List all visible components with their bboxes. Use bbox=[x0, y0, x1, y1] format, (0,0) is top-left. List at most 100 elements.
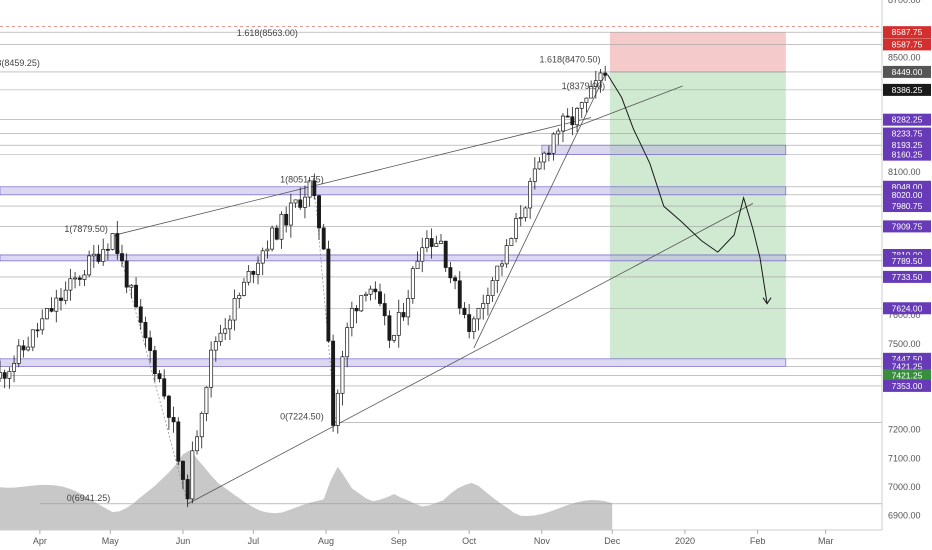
price-badge bbox=[883, 65, 931, 78]
price-badge-label: 7421.25 bbox=[892, 370, 923, 380]
candle-body bbox=[307, 180, 312, 198]
candle-body bbox=[467, 314, 472, 332]
candle-body bbox=[73, 277, 78, 280]
zone-layer bbox=[609, 32, 786, 359]
fib-label: 0(7224.50) bbox=[280, 412, 324, 422]
candle-body bbox=[345, 327, 350, 358]
candle-body bbox=[105, 248, 110, 251]
price-badge bbox=[883, 270, 931, 283]
candle-body bbox=[593, 80, 598, 87]
fib-label: 0(6941.25) bbox=[67, 493, 111, 503]
price-badge-label: 8282.25 bbox=[892, 115, 923, 125]
candle-body bbox=[209, 349, 214, 388]
price-badge-label: 7624.00 bbox=[892, 303, 923, 313]
candle-body bbox=[532, 168, 537, 182]
candle-body bbox=[504, 245, 509, 265]
candle-body bbox=[82, 274, 87, 280]
candle-body bbox=[40, 318, 45, 331]
price-badge bbox=[883, 127, 931, 140]
candle-body bbox=[49, 308, 54, 312]
price-badge bbox=[883, 188, 931, 201]
candle-body bbox=[603, 72, 608, 76]
candle-body bbox=[514, 218, 519, 239]
price-badge-label: 8386.25 bbox=[892, 85, 923, 95]
candle-body bbox=[2, 372, 7, 379]
candle-body bbox=[213, 341, 218, 351]
candle-body bbox=[401, 312, 406, 318]
candle-body bbox=[256, 262, 260, 275]
price-badge-label: 8449.00 bbox=[892, 67, 923, 77]
candle-body bbox=[87, 255, 92, 276]
fib-label: 1.618(8459.25) bbox=[0, 58, 40, 68]
candle-body bbox=[439, 240, 443, 244]
candle-body bbox=[204, 386, 209, 414]
candle-body bbox=[288, 202, 293, 226]
candle-body bbox=[584, 97, 589, 103]
trendlines bbox=[114, 74, 754, 505]
price-badge bbox=[883, 113, 931, 126]
candle-body bbox=[373, 288, 378, 293]
candle-body bbox=[227, 319, 232, 330]
candle-body bbox=[429, 238, 434, 247]
x-tick-label: 2020 bbox=[675, 536, 695, 546]
candle-body bbox=[260, 250, 265, 264]
candle-body bbox=[176, 421, 181, 462]
candle-body bbox=[537, 161, 542, 170]
price-badge-label: 8020.00 bbox=[892, 190, 923, 200]
candle-body bbox=[26, 346, 31, 351]
projection-line bbox=[607, 74, 768, 304]
candle-body bbox=[59, 297, 63, 301]
candle-body bbox=[448, 267, 453, 279]
candle-body bbox=[54, 297, 59, 312]
candle-body bbox=[251, 271, 256, 275]
trendline bbox=[562, 85, 683, 133]
candle-body bbox=[561, 115, 565, 132]
target-zone bbox=[609, 71, 786, 359]
candle-body bbox=[387, 315, 392, 341]
candle-body bbox=[246, 271, 251, 283]
candle-body bbox=[382, 303, 387, 317]
projection-path bbox=[607, 74, 772, 305]
candle-body bbox=[129, 284, 134, 288]
trendline bbox=[473, 74, 606, 349]
candle-body bbox=[495, 265, 500, 281]
fib-labels: 1.618(8563.00) 1.618(8459.25) 1.618(8470.5… bbox=[0, 28, 605, 503]
candle-body bbox=[279, 213, 284, 240]
candle-body bbox=[124, 260, 129, 288]
candle-body bbox=[317, 195, 321, 229]
candle-body bbox=[406, 298, 411, 318]
candle-body bbox=[321, 227, 326, 250]
price-badge bbox=[883, 369, 931, 382]
candle-body bbox=[171, 417, 176, 423]
candle-body bbox=[551, 133, 556, 154]
y-tick-label: 8100.00 bbox=[888, 167, 921, 177]
candle-body bbox=[44, 308, 49, 320]
y-tick-label: 7000.00 bbox=[888, 482, 921, 492]
y-tick-label: 7200.00 bbox=[888, 425, 921, 435]
candle-body bbox=[157, 373, 162, 380]
candle-body bbox=[443, 240, 448, 268]
candle-body bbox=[476, 307, 481, 320]
price-badge bbox=[883, 83, 931, 96]
x-axis[interactable]: Apr May Jun Jul Aug Sep Oct Nov Dec 2020 Feb Mar bbox=[33, 530, 834, 546]
candle-body bbox=[575, 107, 580, 126]
price-badge-label: 8048.00 bbox=[892, 182, 923, 192]
x-tick-label: Sep bbox=[391, 536, 407, 546]
trendline bbox=[314, 117, 592, 187]
candle-body bbox=[410, 268, 415, 299]
price-badge-label: 7733.50 bbox=[892, 272, 923, 282]
candle-body bbox=[115, 233, 120, 254]
candle-body bbox=[434, 243, 439, 247]
candle-body bbox=[242, 281, 246, 296]
candle-body bbox=[265, 248, 270, 252]
candle-body bbox=[138, 306, 143, 323]
candle-body bbox=[68, 278, 73, 291]
level-band bbox=[541, 144, 787, 155]
price-badge bbox=[883, 139, 931, 152]
candle-body bbox=[415, 260, 420, 270]
y-axis[interactable]: 6900.00 7000.00 7100.00 7200.00 7500.00 7600.… bbox=[888, 0, 921, 521]
y-tick-label: 8500.00 bbox=[888, 52, 921, 62]
price-badge bbox=[883, 148, 931, 161]
price-badge-label: 7421.25 bbox=[892, 361, 923, 371]
